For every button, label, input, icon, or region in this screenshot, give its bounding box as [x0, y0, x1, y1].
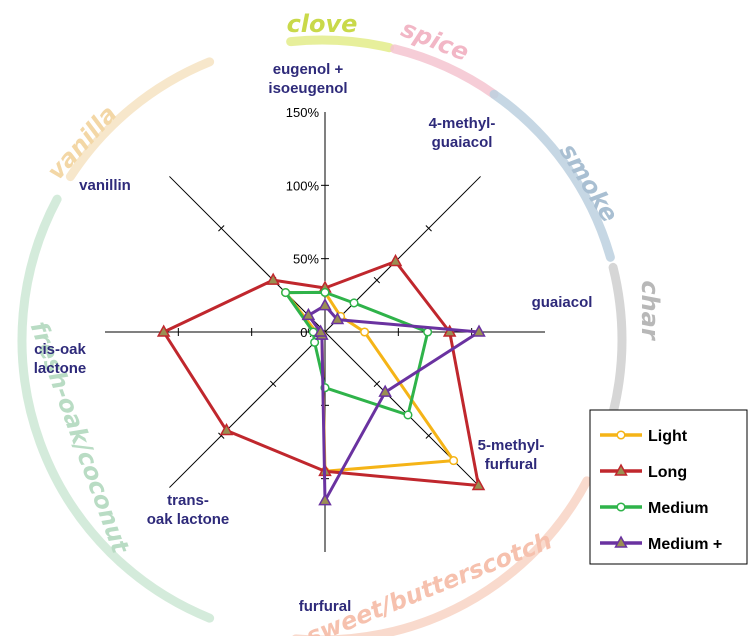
legend-marker-0	[616, 430, 626, 440]
series-1-point-6	[156, 324, 171, 337]
flavor-bands	[17, 35, 627, 636]
series-2	[281, 287, 433, 420]
series-3-point-1	[330, 311, 345, 325]
legend-label-3: Medium +	[648, 536, 722, 553]
axis-label-6: cis-oak lactone	[34, 341, 87, 377]
series-3-point-7	[301, 307, 316, 321]
series-3-point-2	[472, 324, 486, 337]
series-1-point-3	[471, 477, 486, 491]
axis-label-5: trans-oak lactone	[147, 492, 230, 528]
axis-tick-5-50	[269, 380, 277, 388]
axis-line-7	[169, 176, 326, 333]
series-2-point-5	[310, 337, 320, 347]
series-3-point-6	[313, 324, 328, 337]
flavor-labels: clove spicesmokecharsweet/butterscotchfre…	[25, 10, 664, 636]
series-0-point-2	[360, 327, 370, 337]
axis-label-3: 5-methyl-furfural	[478, 437, 545, 473]
flavor-band-5	[17, 194, 215, 623]
tick-label-3: 150%	[286, 105, 320, 120]
series-0-point-3	[449, 456, 459, 466]
axis-tick-3-100	[425, 432, 432, 439]
axis-labels: eugenol + isoeugenol 4-methyl-guaiacol guai…	[34, 61, 593, 615]
legend-marker-3	[614, 535, 628, 548]
legend-marker-1	[614, 463, 628, 476]
axis-line-1	[324, 176, 481, 333]
tick-labels: 0%50%100%150%	[286, 105, 320, 340]
legend-marker-2	[616, 502, 626, 512]
flavor-band-2	[489, 89, 615, 262]
axis-label-7: vanillin	[79, 177, 131, 194]
axis-label-0: eugenol + isoeugenol	[268, 61, 347, 97]
legend: Light Long Medium Medium +	[589, 409, 748, 565]
flavor-band-4	[292, 476, 592, 636]
tick-label-1: 50%	[293, 252, 319, 267]
flavor-band-1	[390, 44, 499, 99]
series-3-point-4	[318, 493, 332, 506]
flavor-band-0	[286, 35, 394, 53]
series-3-point-3	[378, 384, 392, 397]
axis-label-4: furfural	[299, 598, 352, 615]
axis-tick-3-50	[373, 380, 381, 388]
legend-label-2: Medium	[648, 500, 708, 517]
series-layer	[156, 253, 486, 506]
flavor-band-6	[65, 57, 215, 182]
series-2-point-2	[423, 327, 433, 337]
series-2-point-1	[349, 298, 359, 308]
flavor-label-3: char	[636, 280, 664, 342]
axis-line-5	[169, 331, 326, 488]
flavor-label-0: clove	[287, 10, 358, 38]
axis-tick-5-100	[218, 432, 225, 439]
flavor-label-2: smoke	[554, 138, 624, 227]
series-1-point-5	[219, 422, 234, 436]
axis-tick-7-100	[218, 225, 225, 232]
series-1-point-1	[388, 253, 403, 267]
axis-tick-1-100	[425, 225, 432, 232]
legend-label-0: Light	[648, 428, 688, 445]
series-3	[301, 298, 486, 506]
flavor-label-6: vanilla	[42, 100, 123, 185]
series-3-point-0	[318, 298, 332, 311]
series-1-point-7	[266, 272, 280, 285]
series-2-point-0	[320, 287, 330, 297]
series-2-point-7	[281, 288, 291, 298]
axis-tick-1-50	[373, 276, 381, 284]
legend-label-1: Long	[648, 464, 687, 481]
flavor-band-3	[608, 262, 627, 418]
axis-label-2: guaiacol	[532, 294, 593, 311]
tick-label-2: 100%	[286, 178, 320, 193]
axis-label-1: 4-methyl-guaiacol	[429, 115, 496, 151]
series-2-point-3	[403, 410, 413, 420]
